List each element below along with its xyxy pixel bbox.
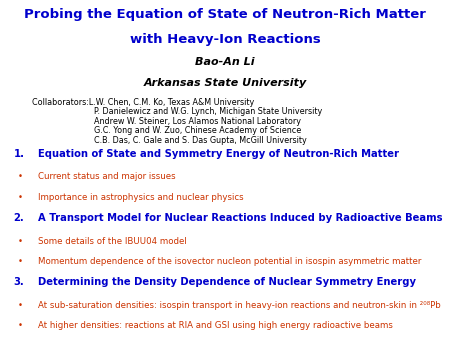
Text: •: •: [18, 257, 23, 266]
Text: At higher densities: reactions at RIA and GSI using high energy radioactive beam: At higher densities: reactions at RIA an…: [38, 321, 393, 330]
Text: Importance in astrophysics and nuclear physics: Importance in astrophysics and nuclear p…: [38, 193, 244, 202]
Text: •: •: [18, 321, 23, 330]
Text: •: •: [18, 193, 23, 202]
Text: 2.: 2.: [14, 213, 24, 223]
Text: Momentum dependence of the isovector nucleon potential in isospin asymmetric mat: Momentum dependence of the isovector nuc…: [38, 257, 422, 266]
Text: •: •: [18, 237, 23, 246]
Text: A Transport Model for Nuclear Reactions Induced by Radioactive Beams: A Transport Model for Nuclear Reactions …: [38, 213, 443, 223]
Text: G.C. Yong and W. Zuo, Chinese Academy of Science: G.C. Yong and W. Zuo, Chinese Academy of…: [94, 126, 302, 136]
Text: •: •: [18, 301, 23, 310]
Text: 3.: 3.: [14, 277, 24, 287]
Text: Some details of the IBUU04 model: Some details of the IBUU04 model: [38, 237, 187, 246]
Text: Determining the Density Dependence of Nuclear Symmetry Energy: Determining the Density Dependence of Nu…: [38, 277, 416, 287]
Text: C.B. Das, C. Gale and S. Das Gupta, McGill University: C.B. Das, C. Gale and S. Das Gupta, McGi…: [94, 136, 307, 145]
Text: Equation of State and Symmetry Energy of Neutron-Rich Matter: Equation of State and Symmetry Energy of…: [38, 149, 399, 159]
Text: Probing the Equation of State of Neutron-Rich Matter: Probing the Equation of State of Neutron…: [24, 8, 426, 21]
Text: Andrew W. Steiner, Los Alamos National Laboratory: Andrew W. Steiner, Los Alamos National L…: [94, 117, 302, 126]
Text: Collaborators:L.W. Chen, C.M. Ko, Texas A&M University: Collaborators:L.W. Chen, C.M. Ko, Texas …: [32, 98, 254, 107]
Text: •: •: [18, 172, 23, 182]
Text: P. Danielewicz and W.G. Lynch, Michigan State University: P. Danielewicz and W.G. Lynch, Michigan …: [94, 107, 323, 117]
Text: Arkansas State University: Arkansas State University: [144, 78, 306, 88]
Text: with Heavy-Ion Reactions: with Heavy-Ion Reactions: [130, 33, 320, 46]
Text: 1.: 1.: [14, 149, 24, 159]
Text: Current status and major issues: Current status and major issues: [38, 172, 176, 182]
Text: At sub-saturation densities: isospin transport in heavy-ion reactions and neutro: At sub-saturation densities: isospin tra…: [38, 301, 441, 310]
Text: Bao-An Li: Bao-An Li: [195, 57, 255, 68]
